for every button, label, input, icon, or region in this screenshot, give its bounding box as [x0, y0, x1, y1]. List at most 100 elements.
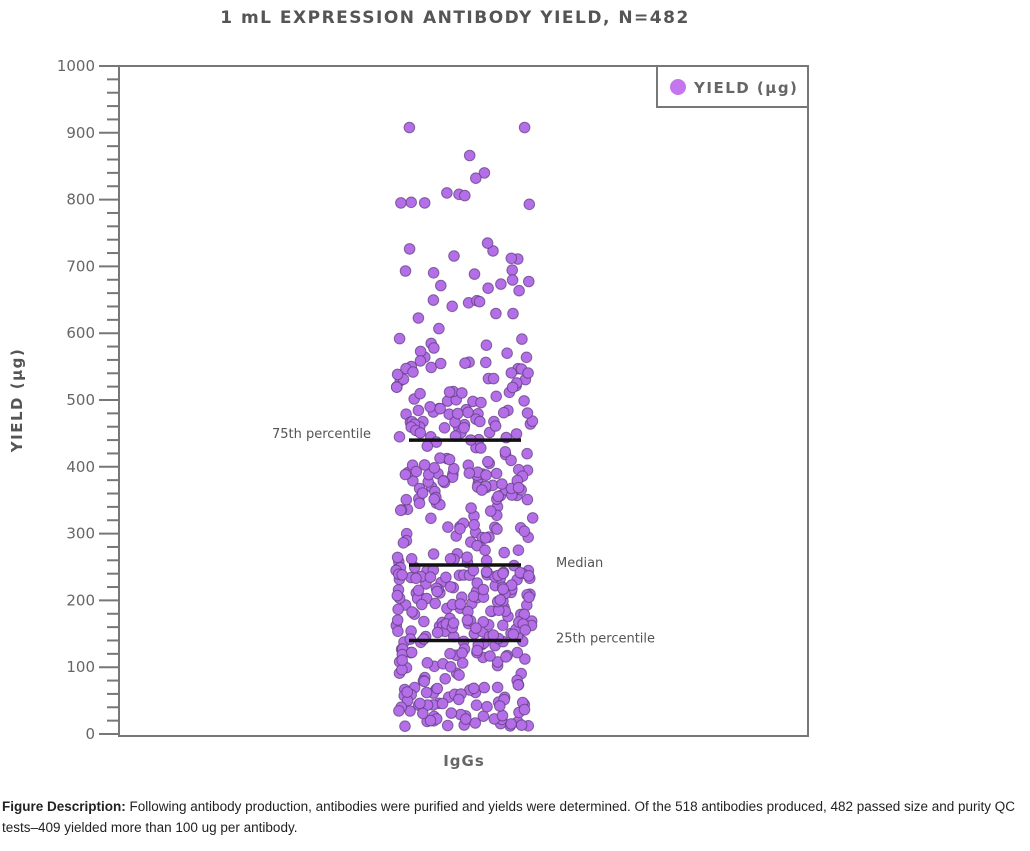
data-point	[461, 614, 474, 626]
data-point	[418, 459, 431, 471]
y-tick-label: 100	[66, 658, 95, 676]
data-point	[443, 453, 456, 466]
data-point	[461, 551, 473, 564]
data-point	[522, 367, 534, 379]
data-point	[506, 381, 519, 394]
data-point	[494, 594, 507, 606]
data-point	[505, 454, 517, 467]
data-point	[427, 548, 440, 560]
data-point	[412, 584, 425, 597]
caption-text: Following antibody production, antibodie…	[2, 799, 1016, 835]
data-point	[405, 553, 418, 565]
data-point	[406, 606, 418, 618]
data-point	[512, 544, 525, 557]
data-point	[420, 686, 433, 699]
data-point	[491, 523, 503, 535]
data-point	[399, 468, 412, 481]
data-point	[490, 390, 503, 403]
data-point	[471, 644, 484, 657]
reference-line-label: 25th percentile	[556, 631, 655, 646]
data-point	[477, 616, 490, 628]
data-point	[521, 493, 534, 506]
data-point	[390, 381, 403, 394]
data-point	[428, 493, 441, 505]
data-point	[397, 537, 410, 549]
caption-lead: Figure Description:	[2, 799, 126, 814]
strip-chart: 0 100 200 300 400 500 600 700 800 900 1000 75th pe…	[8, 57, 809, 770]
data-point	[513, 284, 525, 297]
data-point	[523, 198, 536, 211]
data-point	[443, 386, 456, 398]
data-point	[522, 570, 535, 582]
data-point	[429, 597, 442, 610]
data-point	[414, 387, 426, 400]
data-point	[480, 566, 493, 578]
data-point	[479, 544, 491, 557]
data-point	[412, 404, 425, 417]
data-point	[405, 646, 418, 659]
legend-marker	[670, 79, 686, 95]
data-point	[446, 300, 459, 313]
data-point	[399, 720, 411, 733]
data-point	[434, 357, 447, 370]
data-point	[519, 653, 531, 665]
data-point	[475, 396, 487, 409]
chart-title: 1 mL EXPRESSION ANTIBODY YIELD, N=482	[220, 8, 690, 28]
data-point	[482, 455, 494, 468]
y-tick-label: 600	[66, 324, 95, 342]
reference-line-label: Median	[556, 556, 603, 571]
data-point	[515, 719, 528, 732]
y-tick-label: 800	[66, 191, 95, 209]
data-point	[510, 428, 523, 440]
data-point	[478, 681, 491, 694]
data-point	[505, 367, 518, 379]
data-point	[460, 713, 472, 725]
data-point	[459, 357, 471, 370]
data-point	[518, 703, 531, 716]
data-point	[418, 615, 430, 628]
data-point	[418, 197, 431, 209]
data-point	[505, 718, 517, 730]
data-point	[498, 546, 511, 559]
data-point	[403, 121, 416, 134]
data-point	[416, 487, 429, 499]
y-tick-label: 700	[66, 257, 95, 275]
data-point	[421, 440, 434, 452]
data-point	[468, 682, 480, 695]
data-point	[427, 294, 440, 306]
data-point	[481, 700, 493, 713]
data-point	[392, 625, 404, 638]
data-point	[487, 372, 500, 385]
data-point	[444, 581, 457, 593]
data-point	[414, 427, 427, 439]
data-point	[470, 622, 482, 634]
data-point	[393, 332, 406, 345]
data-point	[391, 614, 404, 626]
legend-label: YIELD (µg)	[693, 79, 798, 97]
data-point	[435, 279, 447, 292]
data-point	[445, 707, 458, 719]
data-point	[428, 462, 441, 474]
data-point	[394, 504, 407, 517]
data-point	[521, 447, 533, 460]
figure-caption: Figure Description: Following antibody p…	[2, 796, 1022, 838]
data-point	[431, 626, 444, 639]
data-point	[405, 196, 418, 209]
data-point	[395, 197, 407, 209]
data-point	[487, 629, 500, 641]
data-point	[497, 567, 509, 580]
reference-lines: 75th percentile Median 25th percentile	[272, 427, 655, 646]
y-tick-label: 200	[66, 591, 95, 609]
data-point	[453, 669, 465, 681]
data-point	[456, 647, 468, 659]
data-point	[431, 682, 444, 695]
plot-frame	[118, 65, 809, 737]
data-point	[475, 442, 487, 454]
data-point	[440, 571, 452, 584]
data-point	[437, 475, 450, 487]
data-point	[393, 431, 406, 443]
data-point	[454, 598, 467, 610]
data-point	[497, 406, 510, 419]
data-point	[484, 505, 497, 517]
data-point	[523, 275, 535, 288]
